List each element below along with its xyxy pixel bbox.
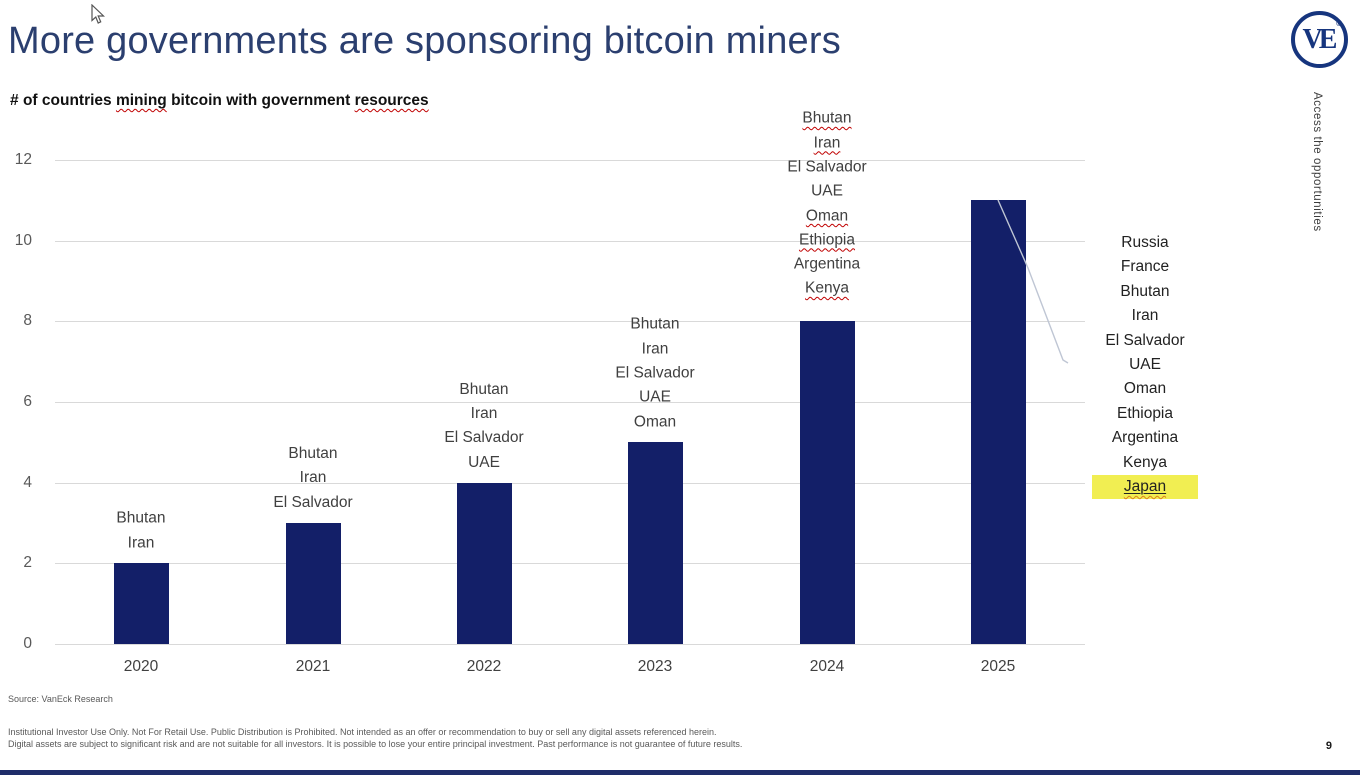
annotation-country: Kenya (1123, 453, 1167, 471)
highlighted-country: Japan (1092, 475, 1198, 500)
annotation-country: Russia (1121, 234, 1169, 251)
annotation-country: Oman (1123, 380, 1167, 398)
country-label: Bhutan (459, 380, 509, 398)
country-label: UAE (468, 453, 500, 471)
chart-title-word: countries (41, 92, 112, 109)
page-title: More governments are sponsoring bitcoin … (8, 20, 841, 62)
bar-country-labels-2020: Bhutan Iran (21, 507, 261, 556)
chart-title: # of countries mining bitcoin with gover… (10, 92, 429, 110)
country-label: Kenya (805, 280, 849, 298)
highlighted-country-label: Japan (1123, 478, 1167, 496)
country-label: El Salvador (273, 493, 353, 511)
source-note: Source: VanEck Research (8, 694, 113, 704)
country-label: Iran (641, 340, 669, 358)
x-axis-label-2021: 2021 (295, 658, 331, 675)
x-axis-label-2025: 2025 (980, 658, 1016, 675)
y-axis-tick-label: 8 (23, 312, 32, 330)
y-axis-tick-label: 2 (23, 554, 32, 572)
gridline-10 (55, 240, 1085, 242)
chart-title-word: resources (354, 92, 429, 109)
annotation-country: UAE (1129, 356, 1161, 374)
country-label: Bhutan (116, 509, 166, 527)
country-label: El Salvador (444, 429, 524, 447)
page-number: 9 (1325, 740, 1332, 752)
y-axis-tick-label: 6 (23, 393, 32, 410)
x-axis-label-2020: 2020 (123, 658, 159, 675)
bar-2023 (627, 442, 683, 644)
y-axis-tick-label: 10 (14, 231, 32, 249)
country-label: Ethiopia (798, 231, 855, 249)
country-label: El Salvador (787, 158, 867, 176)
mouse-cursor-icon (91, 4, 105, 24)
registered-trademark-mark: ® (1336, 19, 1342, 28)
disclaimer-line-1: Institutional Investor Use Only. Not For… (8, 727, 717, 737)
gridline-6 (55, 402, 1085, 403)
y-axis-tick-label: 0 (23, 635, 32, 652)
country-label: UAE (811, 182, 843, 200)
x-axis-label-2024: 2024 (809, 658, 845, 675)
x-axis-label-2023: 2023 (637, 658, 673, 675)
annotation-country: Iran (1131, 307, 1159, 325)
annotation-country: Ethiopia (1116, 404, 1173, 422)
chart-title-word: of (22, 92, 38, 109)
country-label: Oman (633, 413, 677, 431)
gridline-12 (55, 160, 1085, 161)
chart-title-word: mining (115, 92, 167, 109)
gridline-8 (55, 321, 1085, 323)
chart-title-word: government (261, 92, 351, 109)
footer-accent-bar (0, 770, 1360, 775)
country-label: Iran (127, 534, 155, 552)
vaneck-logo: VE ® (1291, 11, 1348, 68)
country-label: Iran (813, 134, 841, 152)
country-label: Iran (299, 469, 327, 487)
disclaimer-line-2: Digital assets are subject to significan… (8, 738, 743, 749)
bar-country-labels-2021: Bhutan Iran El Salvador (193, 442, 433, 515)
chart-title-word: with (226, 92, 258, 109)
country-label: UAE (639, 388, 671, 406)
annotation-country: El Salvador (1105, 331, 1185, 349)
x-axis-label-2022: 2022 (466, 658, 502, 675)
bar-country-labels-2022: Bhutan Iran El Salvador UAE (364, 377, 604, 474)
bar-2024 (799, 321, 855, 644)
bar-country-labels-2023: Bhutan Iran El Salvador UAE Oman (535, 313, 775, 434)
gridline-2 (55, 563, 1085, 565)
country-label: Oman (805, 207, 849, 225)
annotation-country-list: Russia France Bhutan Iran El Salvador UAE Oman… (1045, 231, 1245, 500)
chart-title-word: bitcoin (171, 92, 222, 109)
bar-2025 (970, 200, 1026, 644)
y-axis-tick-label: 4 (23, 473, 32, 491)
country-label: Argentina (793, 255, 861, 273)
annotation-country: France (1120, 258, 1170, 276)
country-label: El Salvador (615, 364, 695, 382)
y-axis-tick-label: 12 (14, 151, 32, 168)
bar-2020 (113, 563, 169, 644)
bar-2022 (456, 482, 512, 644)
disclaimer: Institutional Investor Use Only. Not For… (8, 727, 742, 750)
annotation-country: Bhutan (1120, 282, 1170, 300)
bar-country-labels-2024: Bhutan Iran El Salvador UAE Oman Ethiopia Arge… (707, 107, 947, 301)
annotation-country: Japan (1045, 475, 1245, 500)
gridline-0 (55, 644, 1085, 645)
country-label: Bhutan (288, 445, 338, 463)
gridline-4 (55, 482, 1085, 484)
annotation-country: Argentina (1111, 429, 1179, 447)
country-label: Iran (470, 404, 498, 422)
chart-title-word: # (10, 92, 19, 109)
vaneck-logo-monogram: VE (1302, 23, 1338, 55)
highlighted-country-squiggle: Japan (1124, 478, 1166, 495)
country-label: Bhutan (802, 109, 852, 127)
side-vertical-tagline: Access the opportunities (1311, 92, 1323, 232)
bar-2021 (285, 523, 341, 644)
country-label: Bhutan (630, 315, 680, 333)
